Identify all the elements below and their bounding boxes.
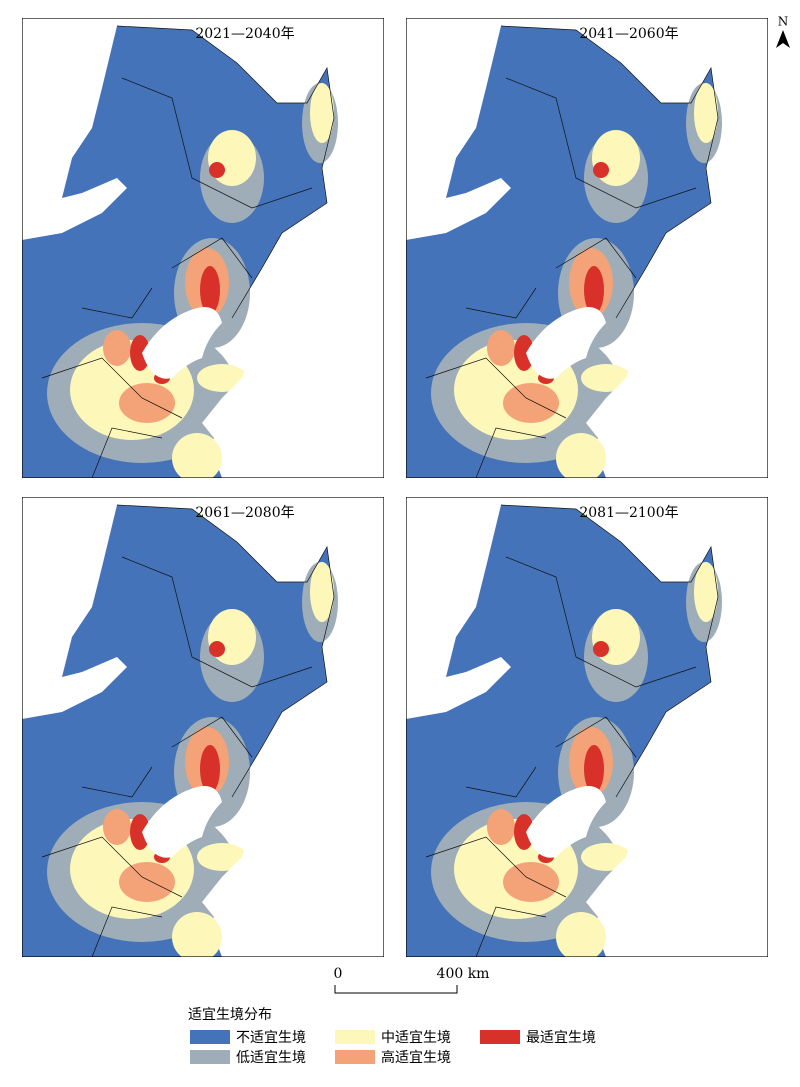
legend-label: 低适宜生境: [236, 1050, 306, 1066]
map: [22, 497, 384, 962]
scale-label: 0: [334, 966, 343, 982]
map: [406, 18, 768, 483]
panel-title: 2041—2060年: [579, 26, 678, 42]
panel-title: 2081—2100年: [579, 505, 678, 521]
legend-title: 适宜生境分布: [188, 1007, 272, 1023]
legend-swatch: [190, 1030, 230, 1044]
panel-title: 2021—2040年: [195, 26, 294, 42]
map: [406, 497, 768, 962]
map-panel: 2041—2060年: [406, 18, 768, 483]
map-panel: 2021—2040年: [22, 18, 384, 483]
scale-bar: 0 400 km: [334, 966, 490, 994]
legend-label: 高适宜生境: [381, 1049, 451, 1066]
legend-swatch: [335, 1030, 375, 1044]
legend-label: 不适宜生境: [236, 1030, 306, 1046]
legend-swatch: [190, 1050, 230, 1064]
map-panel: 2061—2080年: [22, 497, 384, 962]
legend-swatch: [335, 1050, 375, 1064]
legend-label: 中适宜生境: [381, 1030, 451, 1046]
map-panel: 2081—2100年: [406, 497, 768, 962]
north-arrow: N: [776, 15, 790, 48]
panel-title: 2061—2080年: [195, 505, 294, 521]
north-label: N: [778, 15, 789, 29]
scale-label: 400 km: [437, 966, 490, 982]
legend-label: 最适宜生境: [526, 1030, 596, 1046]
map: [22, 18, 384, 483]
legend-swatch: [480, 1030, 520, 1044]
